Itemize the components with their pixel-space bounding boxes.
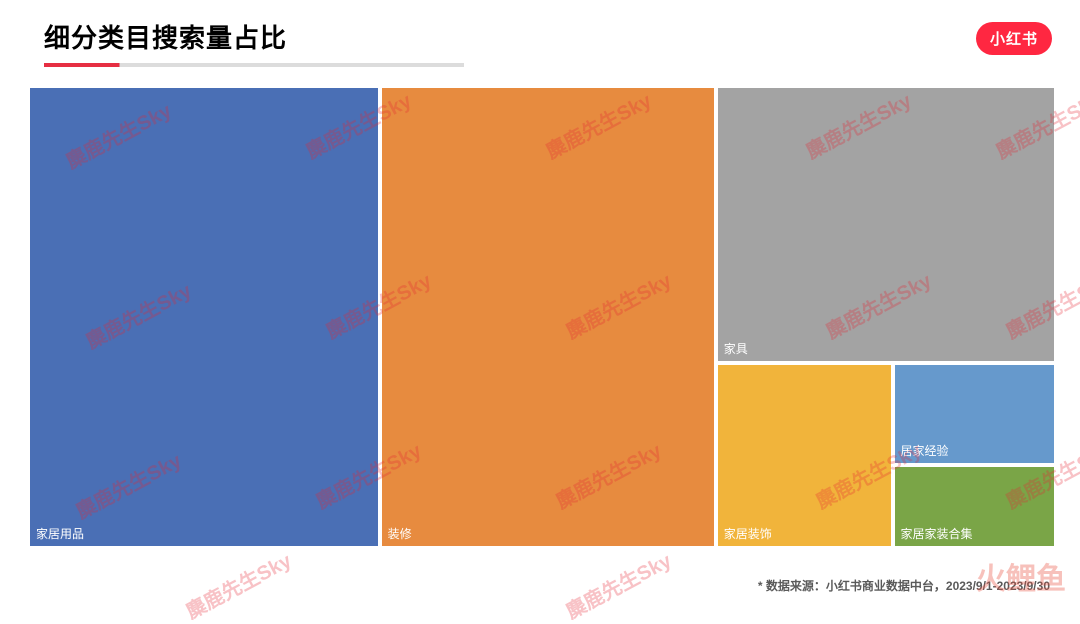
page-title: 细分类目搜索量占比 [44,18,976,55]
title-underline [44,63,464,67]
treemap-cell-renovation: 装修 [380,86,716,548]
treemap-cell-home_supplies: 家居用品 [28,86,380,548]
treemap-cell-label: 家具 [724,340,748,357]
treemap-cell-home_collection: 家居家装合集 [893,465,1056,548]
treemap-chart: 家居用品 装修 家具家居装饰 居家经验家居家装合集 [28,86,1056,548]
title-wrap: 细分类目搜索量占比 [44,18,976,67]
treemap-cell-label: 家居装饰 [724,525,772,542]
data-source-footer: * 数据来源：小红书商业数据中台，2023/9/1-2023/9/30 [758,577,1050,594]
treemap-cell-label: 家居家装合集 [901,525,973,542]
treemap-cell-living_tips: 居家经验 [893,363,1056,465]
header: 细分类目搜索量占比 小红书 [0,0,1080,77]
xiaohongshu-logo: 小红书 [976,22,1052,55]
treemap-cell-label: 家居用品 [36,525,84,542]
treemap-cell-furniture: 家具 [716,86,1056,363]
treemap-cell-label: 居家经验 [901,442,949,459]
watermark-text: 麋鹿先生Sky [180,545,296,624]
treemap-cell-label: 装修 [388,525,412,542]
treemap-cell-home_decor: 家居装饰 [716,363,893,548]
watermark-text: 麋鹿先生Sky [560,545,676,624]
